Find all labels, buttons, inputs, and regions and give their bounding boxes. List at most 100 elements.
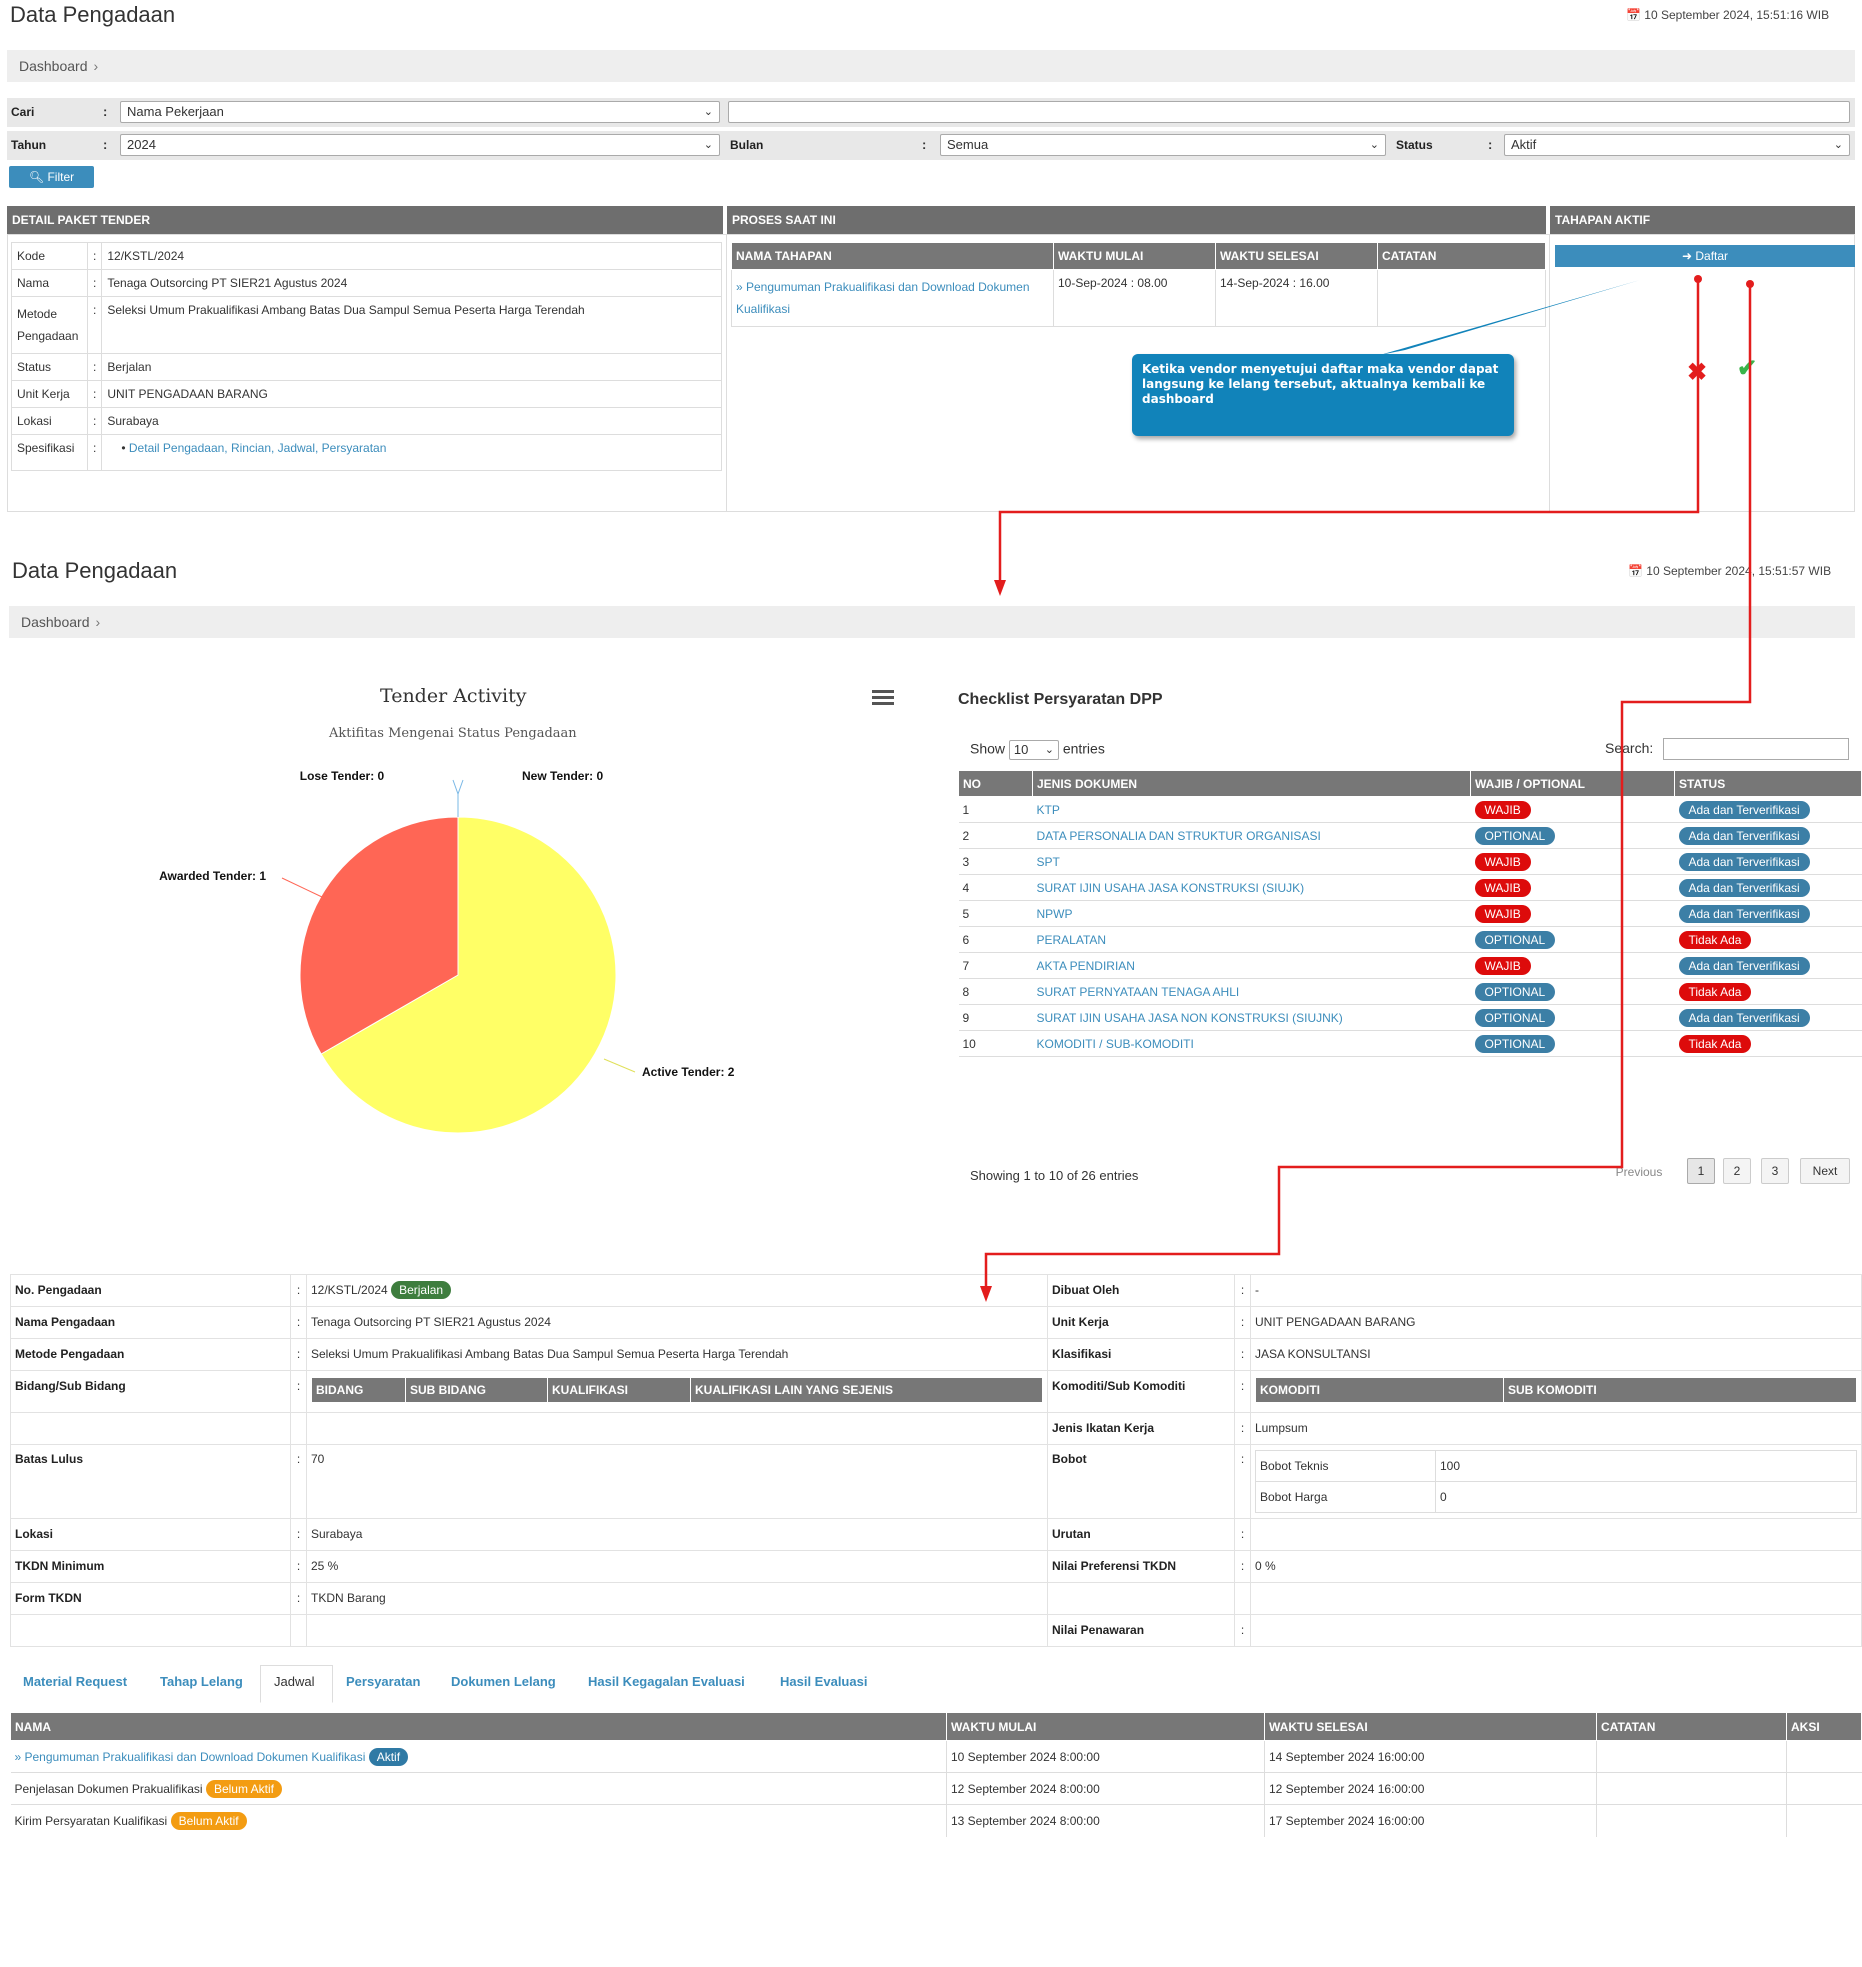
detail-row: Kode:12/KSTL/2024 (11, 242, 722, 270)
spesifikasi-link[interactable]: Detail Pengadaan, Rincian, Jadwal, Persy… (128, 441, 387, 455)
jadwal-aksi (1786, 1772, 1862, 1805)
requirement-badge: WAJIB (1474, 852, 1531, 871)
document-link[interactable]: NPWP (1036, 906, 1073, 921)
bidang-table: BIDANG SUB BIDANG KUALIFIKASI KUALIFIKAS… (311, 1377, 1043, 1403)
document-link[interactable]: DATA PERSONALIA DAN STRUKTUR ORGANISASI (1036, 828, 1321, 843)
document-link[interactable]: SPT (1036, 854, 1060, 869)
document-link[interactable]: SURAT IJIN USAHA JASA KONSTRUKSI (SIUJK) (1036, 880, 1305, 895)
tab-persyaratan[interactable]: Persyaratan (346, 1674, 421, 1689)
detail-row: Metode Pengadaan: Seleksi Umum Prakualifi… (11, 296, 722, 354)
breadcrumb-separator: › (95, 614, 101, 630)
colon: : (86, 353, 103, 381)
datetime: 📅 10 September 2024, 15:51:16 WIB (1626, 8, 1829, 22)
jadwal-nama-link[interactable]: » Pengumuman Prakualifikasi dan Download… (14, 1749, 366, 1764)
checklist-row: 1 KTP WAJIB Ada dan Terverifikasi (958, 796, 1862, 823)
breadcrumb-2: Dashboard › (9, 606, 1855, 638)
empty-cell (290, 1614, 307, 1647)
document-link[interactable]: KTP (1036, 802, 1060, 817)
document-link[interactable]: SURAT IJIN USAHA JASA NON KONSTRUKSI (SI… (1036, 1010, 1343, 1025)
batas-lulus-value: 70 (306, 1444, 1048, 1519)
col-waktu-mulai: WAKTU MULAI (946, 1712, 1265, 1741)
row-doc: SURAT IJIN USAHA JASA KONSTRUKSI (SIUJK) (1032, 874, 1471, 901)
lokasi-label: Lokasi (10, 1518, 291, 1551)
tab-tahap-lelang[interactable]: Tahap Lelang (160, 1674, 243, 1689)
cari-text-input[interactable] (728, 101, 1850, 123)
nilai-penawaran-label: Nilai Penawaran (1047, 1614, 1235, 1647)
tab-material-request[interactable]: Material Request (23, 1674, 128, 1689)
document-link[interactable]: SURAT PERNYATAAN TENAGA AHLI (1036, 984, 1240, 999)
jadwal-row: Penjelasan Dokumen Prakualifikasi Belum … (10, 1772, 1862, 1805)
row-no: 5 (958, 900, 1033, 927)
tab-dokumen-lelang[interactable]: Dokumen Lelang (451, 1674, 556, 1689)
sign-in-icon: ➜ (1681, 249, 1693, 263)
row-req: WAJIB (1470, 952, 1675, 979)
pagination-page-3[interactable]: 3 (1761, 1158, 1789, 1184)
chevron-down-icon: ⌄ (703, 139, 713, 151)
breadcrumb-dashboard[interactable]: Dashboard (19, 58, 88, 74)
row-req: WAJIB (1470, 900, 1675, 927)
pagination-next[interactable]: Next (1800, 1158, 1850, 1184)
pie-label: New Tender: 0 (522, 769, 603, 783)
proses-table: NAMA TAHAPAN WAKTU MULAI WAKTU SELESAI C… (731, 242, 1546, 327)
pie-chart: Lose Tender: 0 New Tender: 0 Active Tender… (159, 769, 735, 1134)
requirement-badge: WAJIB (1474, 878, 1531, 897)
reject-x-icon: ✖ (1687, 359, 1708, 386)
col-jenis-dokumen[interactable]: JENIS DOKUMEN (1032, 770, 1471, 797)
colon: : (290, 1582, 307, 1615)
requirement-badge: WAJIB (1474, 800, 1531, 819)
col-status[interactable]: STATUS (1674, 770, 1862, 797)
document-link[interactable]: KOMODITI / SUB-KOMODITI (1036, 1036, 1194, 1051)
tahun-label: Tahun (11, 138, 47, 152)
pagination-page-1[interactable]: 1 (1687, 1158, 1715, 1184)
pagination-page-2[interactable]: 2 (1723, 1158, 1751, 1184)
form-tkdn-label: Form TKDN (10, 1582, 291, 1615)
komoditi-label: Komoditi/Sub Komoditi (1047, 1370, 1235, 1413)
no-pengadaan-label: No. Pengadaan (10, 1274, 291, 1307)
col-bidang: BIDANG (311, 1377, 406, 1403)
checklist-row: 6 PERALATAN OPTIONAL Tidak Ada (958, 926, 1862, 953)
status-select[interactable]: Aktif ⌄ (1504, 134, 1850, 156)
col-aksi: AKSI (1786, 1712, 1862, 1741)
daftar-button[interactable]: ➜ Daftar (1555, 245, 1855, 267)
row-doc: DATA PERSONALIA DAN STRUKTUR ORGANISASI (1032, 822, 1471, 849)
pagination-previous[interactable]: Previous (1615, 1165, 1663, 1179)
cari-select[interactable]: Nama Pekerjaan ⌄ (120, 101, 720, 123)
status-badge: Ada dan Terverifikasi (1678, 826, 1810, 845)
search-input[interactable] (1663, 738, 1849, 760)
bulan-select[interactable]: Semua ⌄ (940, 134, 1386, 156)
col-no[interactable]: NO (958, 770, 1033, 797)
tab-hasil-kegagalan-evaluasi[interactable]: Hasil Kegagalan Evaluasi (588, 1674, 745, 1689)
proses-nama: » Pengumuman Prakualifikasi dan Download… (731, 269, 1054, 327)
chart-subtitle: Aktifitas Mengenai Status Pengadaan (329, 726, 577, 741)
colon: : (86, 242, 103, 270)
row-doc: SPT (1032, 848, 1471, 875)
row-status: Ada dan Terverifikasi (1674, 874, 1862, 901)
col-waktu-selesai: WAKTU SELESAI (1264, 1712, 1597, 1741)
pie-label: Awarded Tender: 1 (159, 869, 266, 883)
pie-slice[interactable] (320, 816, 617, 1134)
col-wajib-optional[interactable]: WAJIB / OPTIONAL (1470, 770, 1675, 797)
callout-tail (1380, 280, 1640, 355)
pie-slice[interactable] (299, 816, 459, 1055)
bobot-table-cell: Bobot Teknis 100 Bobot Harga 0 (1250, 1444, 1862, 1519)
filter-button[interactable]: 🔍︎ Filter (9, 166, 94, 188)
metode-value: Seleksi Umum Prakualifikasi Ambang Batas… (306, 1338, 1048, 1371)
breadcrumb-dashboard-2[interactable]: Dashboard (21, 614, 90, 630)
tkdn-minimum-label: TKDN Minimum (10, 1550, 291, 1583)
accept-check-icon: ✔ (1737, 355, 1758, 382)
colon: : (86, 407, 103, 435)
document-link[interactable]: PERALATAN (1036, 932, 1107, 947)
detail-label: Nama (11, 269, 88, 297)
document-link[interactable]: AKTA PENDIRIAN (1036, 958, 1135, 973)
chart-menu-icon[interactable] (872, 690, 894, 705)
tab-jadwal[interactable]: Jadwal (274, 1674, 315, 1689)
proses-nama-link[interactable]: » Pengumuman Prakualifikasi dan Download… (736, 280, 1030, 316)
detail-value: Seleksi Umum Prakualifikasi Ambang Batas… (101, 296, 722, 354)
requirement-badge: WAJIB (1474, 956, 1531, 975)
detail-value: Surabaya (101, 407, 722, 435)
entries-select[interactable]: 10 ⌄ (1008, 740, 1059, 760)
row-doc: KTP (1032, 796, 1471, 823)
tab-hasil-evaluasi[interactable]: Hasil Evaluasi (780, 1674, 868, 1689)
tahun-select[interactable]: 2024 ⌄ (120, 134, 720, 156)
detail-value: Tenaga Outsorcing PT SIER21 Agustus 2024 (101, 269, 722, 297)
